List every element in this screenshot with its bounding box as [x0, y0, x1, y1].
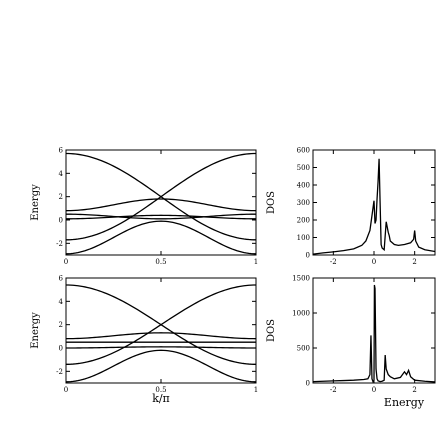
dos_top-xtick-label: 0: [372, 258, 376, 266]
band_bottom-frame: [65, 277, 257, 384]
dos_bottom-ytick-label: 500: [297, 345, 310, 353]
dos_top-ytick-label: 500: [297, 164, 310, 172]
dos_bottom-ytick-label: 1500: [292, 275, 310, 283]
band_top-xtick-label: 0.5: [155, 258, 166, 266]
dos_top-ytick-label: 300: [297, 199, 310, 207]
dos_top-ylabel: DOS: [266, 191, 277, 214]
dos_top-ytick-label: 600: [297, 147, 310, 155]
dos_bottom-ylabel: DOS: [266, 319, 277, 342]
dos_top-ytick-label: 200: [297, 217, 310, 225]
dos_bottom-xtick-label: 0: [372, 386, 376, 394]
dos_bottom-xtick-label: -2: [330, 386, 337, 394]
dos_top-ytick-label: 100: [297, 234, 310, 242]
band_top-series-line-3: [66, 213, 256, 220]
dos_bottom-ytick-label: 0: [306, 380, 310, 388]
dos_top-ytick-label: 0: [306, 252, 310, 260]
band_bottom-xtick-label: 1: [254, 386, 258, 394]
band_top-series-line-2: [66, 198, 256, 212]
band_top-ylabel: Energy: [30, 184, 41, 221]
dos_bottom-series-line-0: [313, 284, 435, 383]
band_bottom-ytick-label: -2: [56, 368, 63, 376]
band_bottom-ylabel: Energy: [30, 312, 41, 349]
band_top-series-line-1: [66, 152, 256, 241]
band_top-ytick-label: 6: [59, 147, 64, 155]
band_top-frame: [65, 149, 257, 256]
band_top-series-line-4: [66, 214, 256, 220]
band_top-ytick-label: -2: [56, 240, 63, 248]
band_bottom-xtick-label: 0: [64, 386, 68, 394]
dos_top-ytick-label: 400: [297, 182, 310, 190]
dos_top-xtick-label: 2: [412, 258, 416, 266]
dos_bottom-xlabel: Energy: [384, 396, 425, 409]
band_bottom-ytick-label: 4: [59, 298, 64, 306]
band_top-xtick-label: 1: [254, 258, 258, 266]
band_bottom-series-line-4: [66, 346, 256, 349]
band_top-ytick-label: 0: [59, 217, 63, 225]
dos_top-series-line-0: [313, 158, 435, 255]
dos_bottom-xtick-label: 2: [412, 386, 416, 394]
dos_bottom-ytick-label: 1000: [292, 310, 310, 318]
band_top-series-line-5: [66, 220, 256, 255]
dos_top-xtick-label: -2: [330, 258, 337, 266]
band_bottom-ytick-label: 2: [59, 321, 63, 329]
band_bottom-ytick-label: 6: [59, 275, 64, 283]
band_bottom-series-line-2: [66, 332, 256, 340]
band_top-ytick-label: 4: [59, 170, 64, 178]
band_bottom-ytick-label: 0: [59, 345, 63, 353]
band_bottom-xtick-label: 0.5: [155, 386, 166, 394]
band_bottom-xlabel: k/π: [152, 392, 170, 405]
band_bottom-series-line-1: [66, 284, 256, 365]
band_top-ytick-label: 2: [59, 193, 63, 201]
band_bottom-series-line-5: [66, 349, 256, 383]
band_top-xtick-label: 0: [64, 258, 68, 266]
